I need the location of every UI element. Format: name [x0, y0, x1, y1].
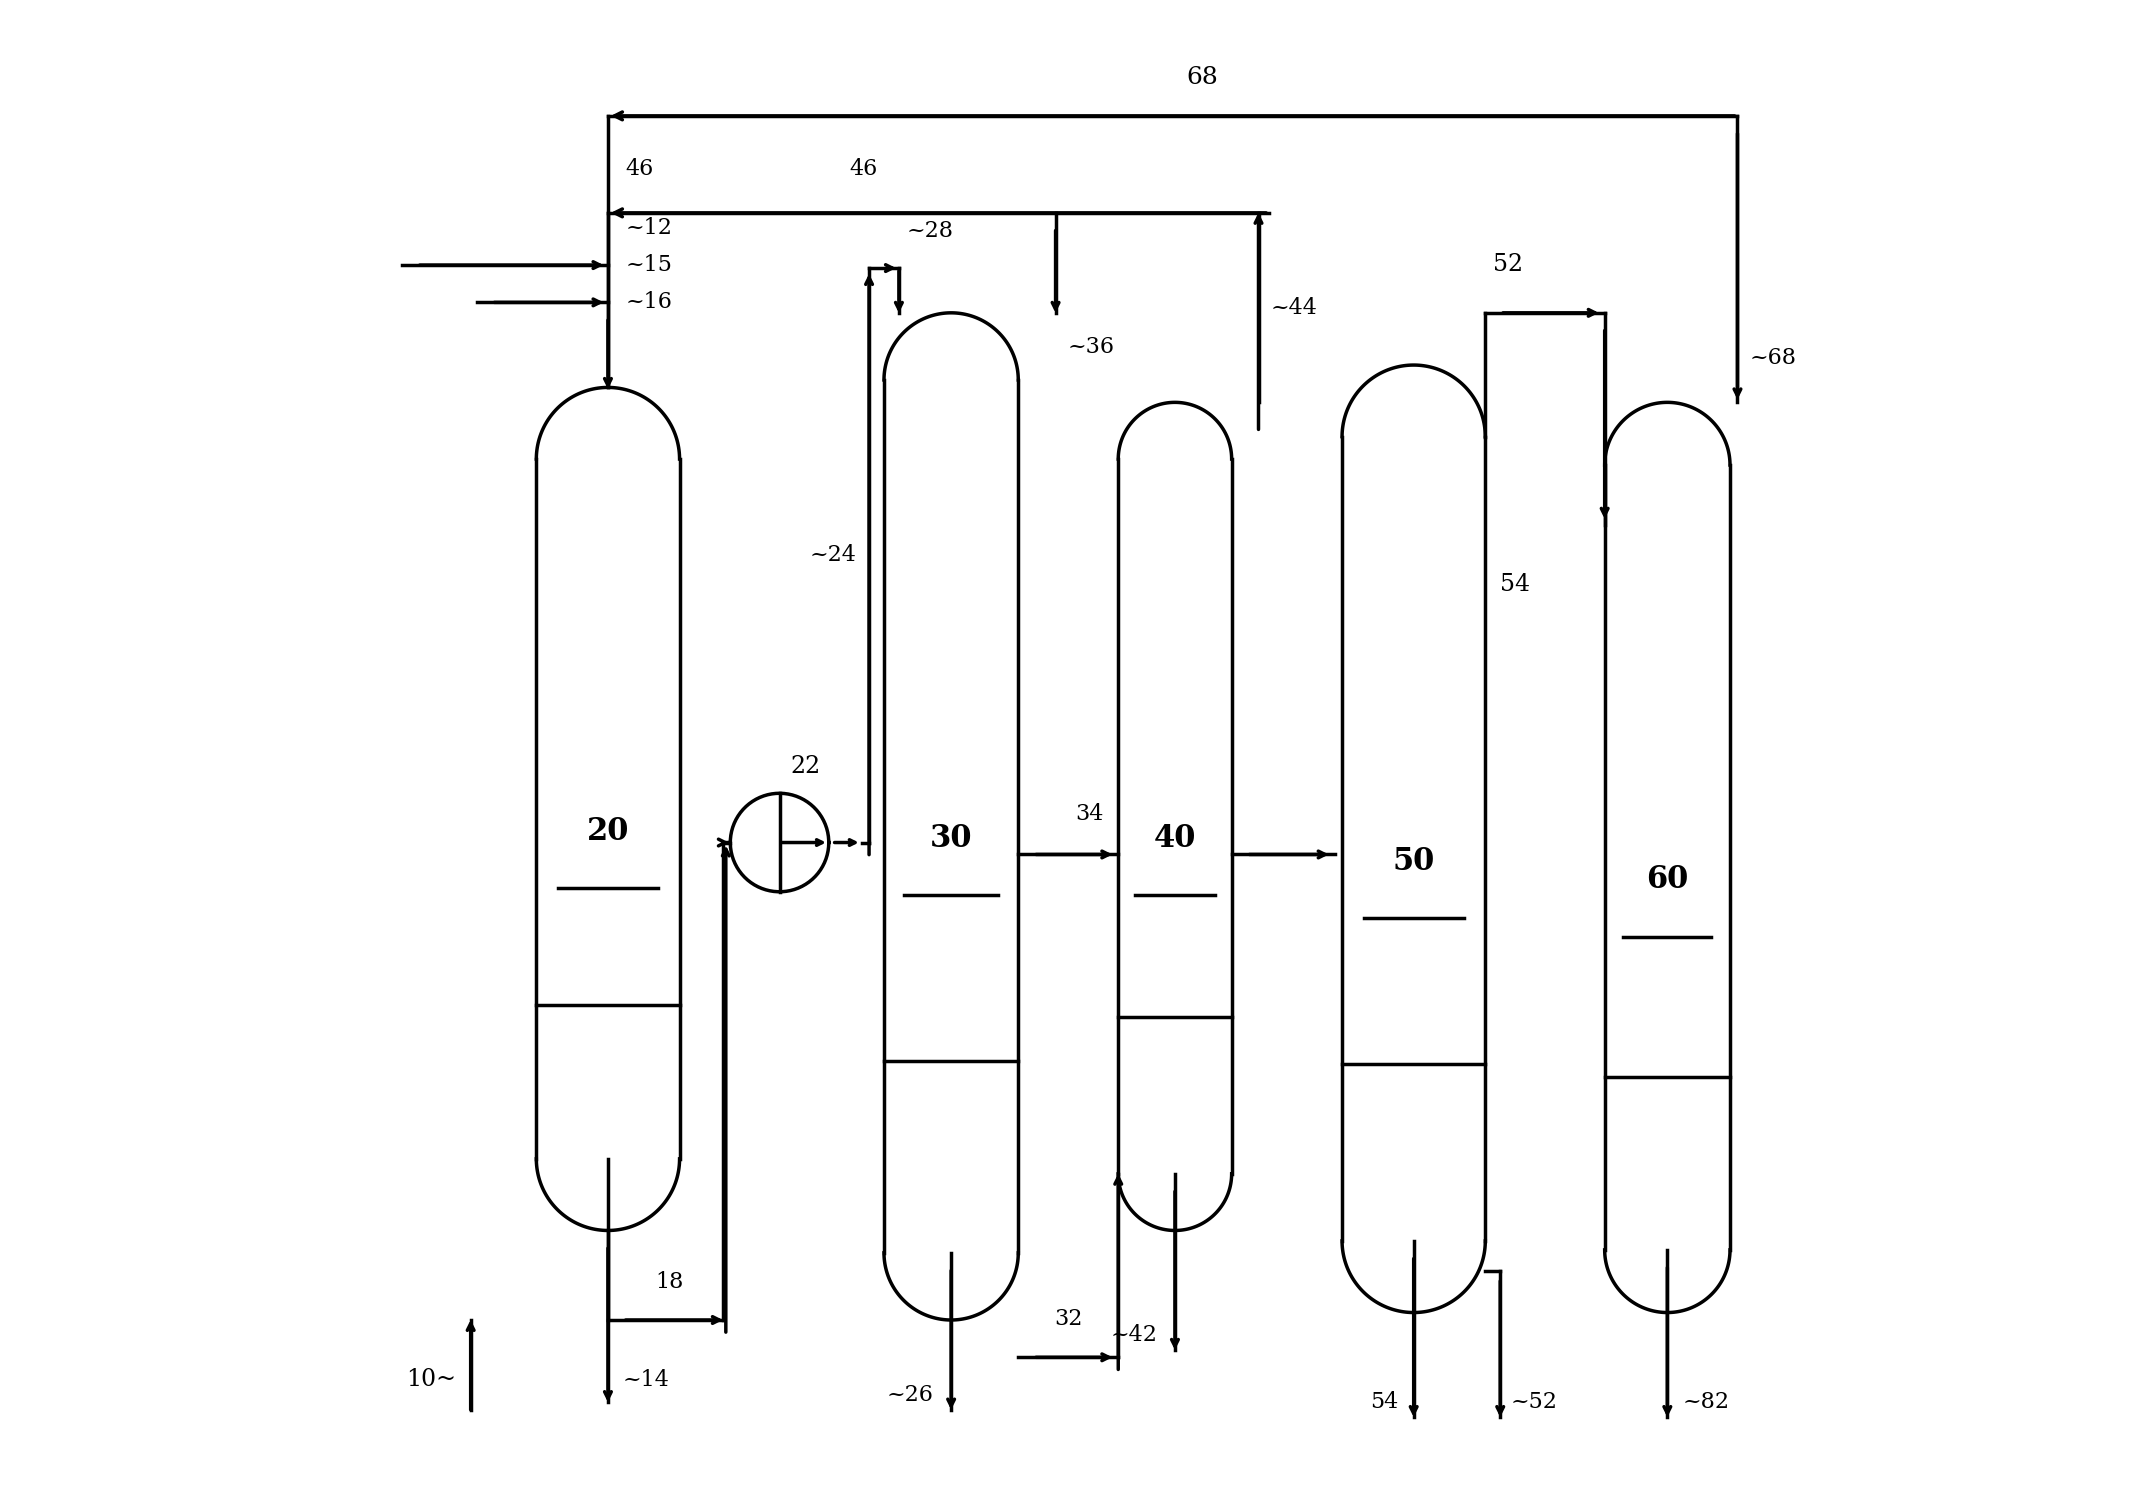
Text: ~52: ~52: [1512, 1392, 1557, 1413]
Text: ~16: ~16: [625, 291, 672, 313]
Text: ~68: ~68: [1749, 346, 1796, 369]
Text: ~12: ~12: [625, 217, 672, 239]
Text: ~42: ~42: [1111, 1324, 1156, 1346]
Text: ~24: ~24: [809, 544, 856, 566]
Text: 54: 54: [1370, 1392, 1398, 1413]
Text: 46: 46: [625, 158, 655, 181]
Text: 46: 46: [850, 158, 878, 181]
Text: 10~: 10~: [407, 1367, 456, 1392]
Text: 50: 50: [1392, 846, 1434, 876]
Text: ~82: ~82: [1683, 1392, 1730, 1413]
Text: 20: 20: [587, 816, 629, 846]
Text: ~15: ~15: [625, 255, 672, 276]
Text: ~14: ~14: [623, 1369, 670, 1390]
Text: 34: 34: [1075, 803, 1105, 825]
Text: 30: 30: [929, 824, 972, 854]
Text: 54: 54: [1501, 572, 1531, 596]
Text: 40: 40: [1154, 824, 1197, 854]
Text: 52: 52: [1492, 253, 1522, 276]
Text: 18: 18: [655, 1271, 683, 1294]
Text: 60: 60: [1646, 864, 1689, 896]
Text: ~26: ~26: [886, 1384, 933, 1405]
Text: ~36: ~36: [1068, 336, 1115, 358]
Text: ~44: ~44: [1270, 297, 1317, 319]
Text: 22: 22: [790, 755, 820, 779]
Text: ~28: ~28: [906, 220, 953, 242]
Text: 32: 32: [1053, 1309, 1083, 1330]
Text: 68: 68: [1186, 66, 1218, 89]
